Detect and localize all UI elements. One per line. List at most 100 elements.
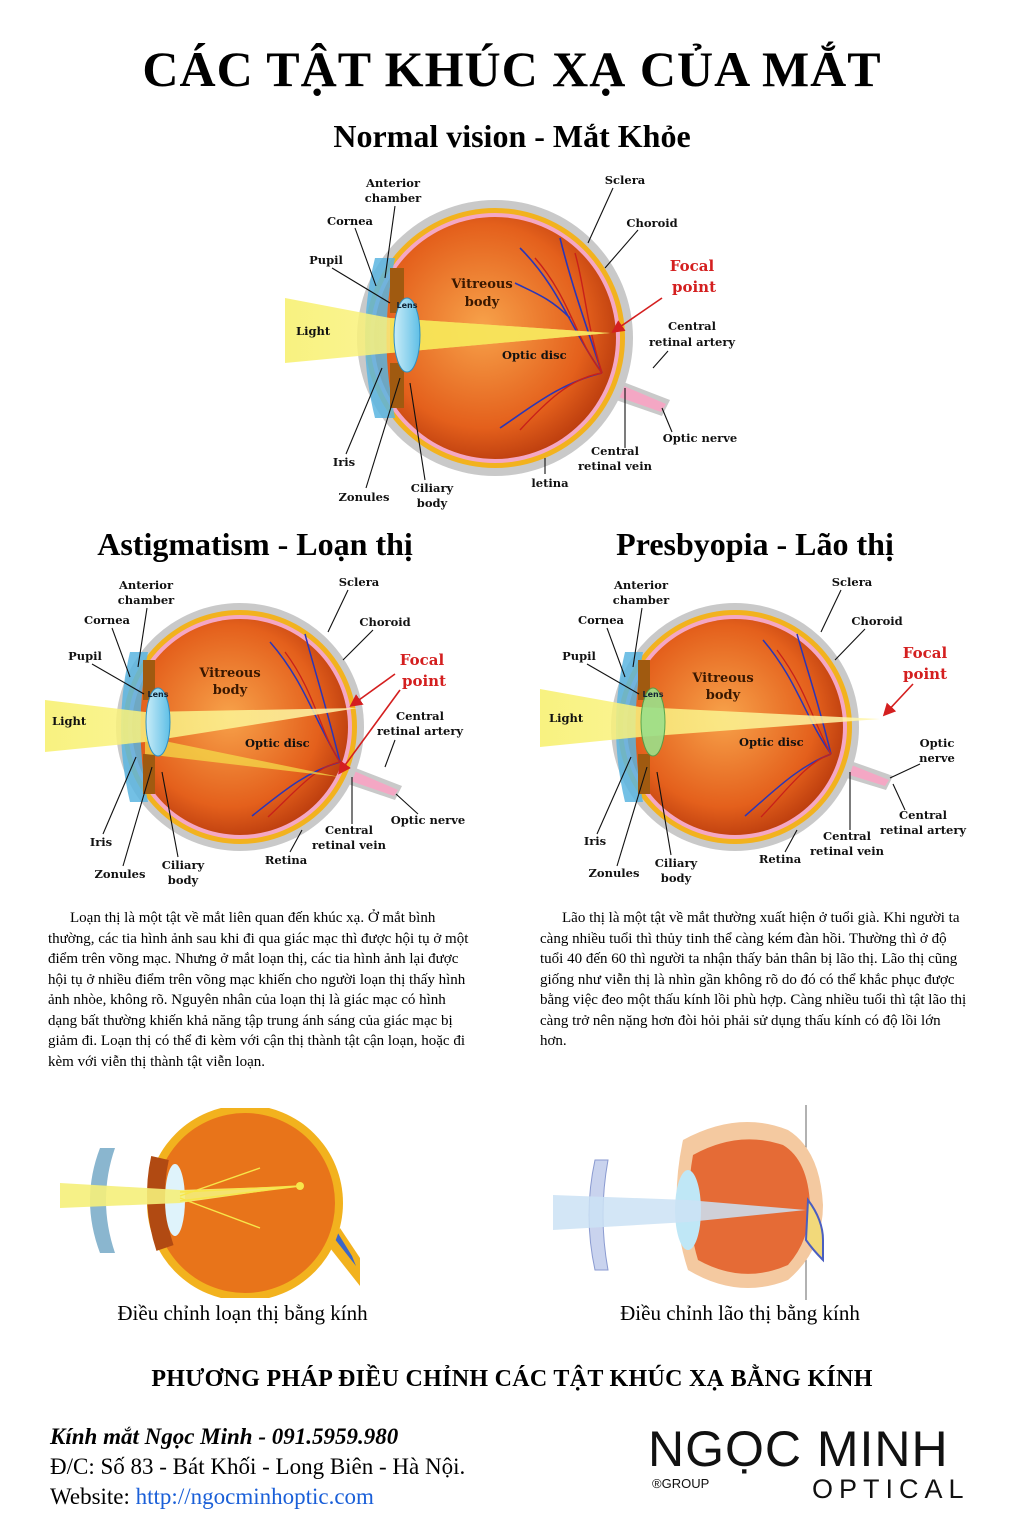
vein-label-1: Central [325, 823, 374, 837]
artery-label-2: retinal artery [649, 335, 735, 349]
iris-top [143, 660, 155, 700]
vitreous-label-1: Vitreous [450, 277, 512, 292]
iris-label: Iris [333, 455, 355, 469]
light-focus [390, 318, 610, 353]
anterior-label-1: Anterior [613, 578, 669, 592]
normal-leader-lines [331, 187, 673, 489]
optic-nerve-label-1: Optic [920, 736, 955, 750]
light-beam-upper [45, 700, 358, 752]
light-label: Light [549, 711, 584, 725]
vein-label-2: retinal vein [810, 844, 885, 858]
retina-label: letina [531, 476, 569, 490]
light-beam [553, 1195, 806, 1230]
focal-label-1: Focal [670, 257, 715, 275]
vitreous-label-2: body [465, 295, 500, 310]
cornea-label: Cornea [327, 214, 374, 228]
zonules-label: Zonules [589, 866, 640, 880]
ciliary-label-1: Ciliary [411, 481, 454, 495]
ciliary-label-1: Ciliary [162, 858, 205, 872]
anterior-label-1: Anterior [118, 578, 174, 592]
pupil-label: Pupil [309, 253, 343, 267]
eye-inner [155, 1113, 335, 1293]
website-label: Website: [50, 1484, 136, 1509]
artery-label-1: Central [668, 319, 717, 333]
shop-name: Kính mắt Ngọc Minh - 091.5959.980 [50, 1424, 399, 1449]
artery-label-2: retinal artery [880, 823, 966, 837]
retinal-arteries [519, 252, 603, 431]
pupil-label: Pupil [562, 649, 596, 663]
choroid-label: Choroid [851, 614, 902, 628]
focal-arrow [882, 683, 914, 717]
retina-label: Retina [265, 853, 308, 867]
optic-nerve-vessel [334, 1230, 356, 1266]
retina-label: Retina [759, 852, 802, 866]
artery-label-1: Central [899, 808, 948, 822]
focal-arrow-1 [349, 673, 396, 707]
page-title: CÁC TẬT KHÚC XẠ CỦA MẮT [142, 41, 882, 97]
sclera-label: Sclera [605, 173, 646, 187]
correction-method-heading: PHƯƠNG PHÁP ĐIỀU CHỈNH CÁC TẬT KHÚC XẠ B… [151, 1366, 873, 1392]
iris-bottom [143, 754, 155, 794]
anterior-label-2: chamber [613, 593, 670, 607]
sclera-label: Sclera [339, 575, 380, 589]
focus-point [296, 1182, 304, 1190]
presbyopia-eye-diagram: Lens Light Vitreous body Optic disc Ante… [540, 575, 966, 885]
astigmatism-correction-illustration [60, 1108, 360, 1298]
shop-address: Đ/C: Số 83 - Bát Khối - Long Biên - Hà N… [50, 1454, 466, 1479]
lens [393, 297, 421, 373]
sclera-label: Sclera [832, 575, 873, 589]
focal-label-2: point [672, 278, 716, 296]
presbyopia-correction-illustration [553, 1105, 824, 1300]
presbyopia-caption: Điều chỉnh lão thị bằng kính [620, 1301, 860, 1325]
anterior-label-1: Anterior [365, 176, 421, 190]
presby-leader-lines [586, 589, 921, 867]
focal-label-2: point [903, 665, 947, 683]
zonules-label: Zonules [95, 867, 146, 881]
vitreous-body [132, 619, 348, 835]
astigmatism-description: Loạn thị là một tật về mắt liên quan đến… [48, 910, 469, 1070]
pupil-label: Pupil [68, 649, 102, 663]
lens-label: Lens [643, 690, 664, 699]
choroid-label: Choroid [359, 615, 410, 629]
website-link[interactable]: http://ngocminhoptic.com [135, 1484, 374, 1509]
correction-rays [179, 1167, 301, 1229]
astig-leader-lines [91, 589, 419, 867]
normal-eye-diagram: Lens Light Vitreous body Optic disc Ante… [285, 173, 737, 510]
vitreous-label-2: body [213, 683, 248, 698]
ciliary-label-2: body [168, 873, 199, 887]
focal-label-2: point [402, 672, 446, 690]
choroid-label: Choroid [626, 216, 677, 230]
focal-label-1: Focal [400, 651, 445, 669]
vein-label-2: retinal vein [312, 838, 387, 852]
anterior-label-2: chamber [365, 191, 422, 205]
presbyopia-description: Lão thị là một tật về mắt thường xuất hi… [540, 910, 967, 1049]
ciliary-label-2: body [661, 871, 692, 885]
focal-arrow-2 [338, 689, 401, 775]
iris-top [638, 660, 650, 700]
vitreous-label-1: Vitreous [198, 666, 260, 681]
optic-disc-label: Optic disc [245, 736, 310, 750]
light-beam [540, 689, 880, 747]
zonules-label: Zonules [339, 490, 390, 504]
light-label: Light [52, 714, 87, 728]
iris-label: Iris [584, 834, 606, 848]
artery-label-1: Central [396, 709, 445, 723]
logo-group: ®GROUP [652, 1476, 710, 1491]
light-beam-lower [145, 737, 340, 777]
logo-optical: OPTICAL [812, 1474, 970, 1504]
lens [145, 687, 171, 757]
vitreous-label-2: body [706, 688, 741, 703]
cornea-label: Cornea [84, 613, 131, 627]
cornea-label: Cornea [578, 613, 625, 627]
retinal-arteries [760, 649, 832, 818]
shop-website-row: Website: http://ngocminhoptic.com [50, 1484, 374, 1510]
iris-bottom [390, 363, 404, 408]
optic-nerve-label: Optic nerve [391, 813, 465, 827]
optic-disc-label: Optic disc [739, 735, 804, 749]
artery-label-2: retinal artery [377, 724, 463, 738]
lens-label: Lens [397, 301, 418, 310]
optic-nerve [330, 1228, 360, 1286]
ciliary-label-2: body [417, 496, 448, 510]
normal-vision-heading: Normal vision - Mắt Khỏe [333, 118, 691, 154]
optic-disc-label: Optic disc [502, 348, 567, 362]
